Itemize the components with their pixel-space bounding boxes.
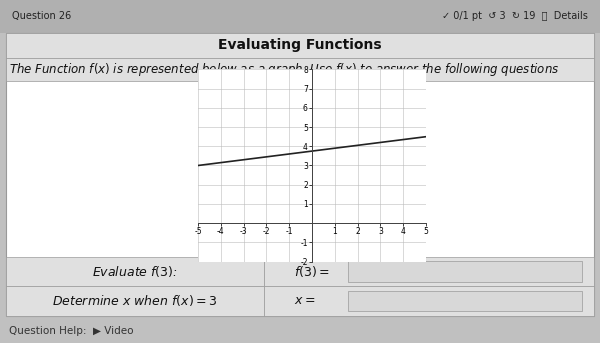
Bar — [0, 0, 600, 33]
Text: $x =$: $x =$ — [294, 295, 316, 307]
Bar — [264, 257, 594, 286]
Bar — [348, 261, 582, 282]
Text: Question 26: Question 26 — [12, 11, 71, 22]
Text: $f(3) =$: $f(3) =$ — [294, 264, 330, 279]
Bar — [6, 33, 594, 316]
Text: Determine $x$ when $f(x) = 3$: Determine $x$ when $f(x) = 3$ — [52, 294, 218, 308]
Text: The Function $f(x)$ is represented below as a graph. Use $f(x)$ to answer the fo: The Function $f(x)$ is represented below… — [9, 61, 559, 78]
Text: ✓ 0/1 pt  ↺ 3  ↻ 19  ⓘ  Details: ✓ 0/1 pt ↺ 3 ↻ 19 ⓘ Details — [442, 11, 588, 22]
Bar — [6, 58, 594, 81]
Bar — [6, 33, 594, 58]
Text: Evaluating Functions: Evaluating Functions — [218, 38, 382, 52]
Text: Question Help:  ▶ Video: Question Help: ▶ Video — [9, 326, 133, 336]
Text: Evaluate $f(3)$:: Evaluate $f(3)$: — [92, 264, 178, 279]
Bar — [6, 286, 264, 316]
Bar — [6, 257, 264, 286]
Bar — [348, 291, 582, 311]
Bar — [264, 286, 594, 316]
